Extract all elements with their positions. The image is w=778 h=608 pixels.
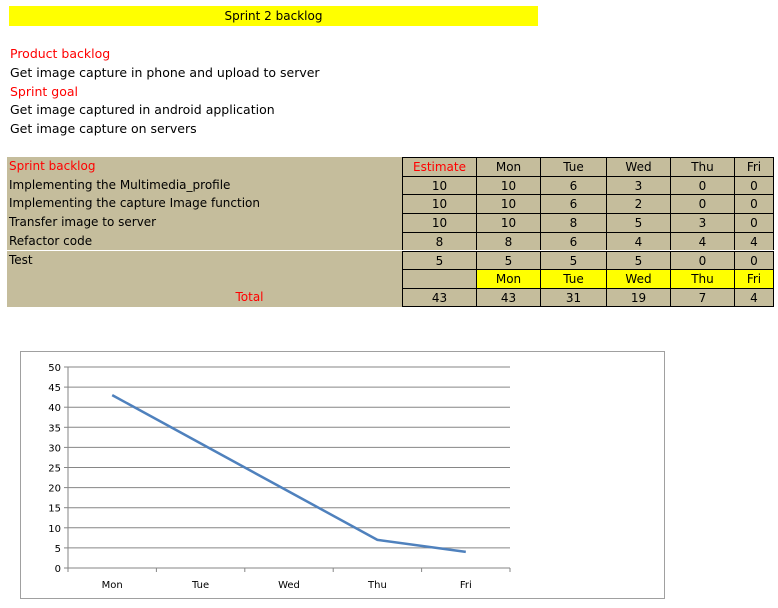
x-tick-label: Thu xyxy=(367,580,387,591)
task-remaining-mon: 10 xyxy=(476,213,540,232)
task-remaining-thu: 3 xyxy=(670,213,734,232)
task-remaining-tue: 6 xyxy=(540,175,606,195)
table-total-row: Total 43 43 31 19 7 4 xyxy=(7,287,774,307)
task-remaining-tue: 6 xyxy=(540,231,606,251)
table-header-row: Sprint backlog Estimate Mon Tue Wed Thu Fri xyxy=(7,157,774,176)
day-label-wed: Wed xyxy=(606,269,670,288)
x-tick-label: Mon xyxy=(102,580,123,591)
table-row: Transfer image to server 10 10 8 5 3 0 xyxy=(7,213,774,232)
sprint-goal-line-2: Get image capture on servers xyxy=(10,121,197,136)
task-estimate: 10 xyxy=(402,213,476,232)
estimate-header: Estimate xyxy=(402,157,476,176)
task-remaining-fri: 0 xyxy=(734,213,774,232)
day-header-mon: Mon xyxy=(476,157,540,176)
table-row: Test 5 5 5 5 0 0 xyxy=(7,250,774,270)
total-tue: 31 xyxy=(540,287,606,307)
burndown-chart: 0 5 10 15 20 25 30 35 40 45 50 Mon Tue Wed Thu Fri xyxy=(48,363,511,591)
task-remaining-mon: 8 xyxy=(476,231,540,251)
sprint-goal-heading: Sprint goal xyxy=(10,84,78,99)
task-remaining-fri: 0 xyxy=(734,175,774,195)
task-remaining-wed: 5 xyxy=(606,250,670,270)
task-remaining-thu: 0 xyxy=(670,250,734,270)
task-remaining-mon: 5 xyxy=(476,250,540,270)
task-name: Implementing the capture Image function xyxy=(7,194,402,214)
day-label-tue: Tue xyxy=(540,269,606,288)
blank-estimate-cell xyxy=(402,269,476,288)
task-estimate: 8 xyxy=(402,231,476,251)
y-tick-label: 35 xyxy=(48,423,61,434)
task-remaining-tue: 6 xyxy=(540,194,606,214)
task-remaining-mon: 10 xyxy=(476,175,540,195)
sprint-goal-line-1: Get image captured in android applicatio… xyxy=(10,102,275,117)
day-header-wed: Wed xyxy=(606,157,670,176)
task-remaining-thu: 4 xyxy=(670,231,734,251)
y-tick-label: 25 xyxy=(48,464,61,475)
x-tick-label: Wed xyxy=(278,580,300,591)
x-tick-label: Tue xyxy=(191,580,209,591)
y-tick-label: 40 xyxy=(48,403,61,414)
task-remaining-mon: 10 xyxy=(476,194,540,214)
day-label-thu: Thu xyxy=(670,269,734,288)
task-remaining-tue: 8 xyxy=(540,213,606,232)
y-tick-label: 20 xyxy=(48,484,61,495)
task-remaining-fri: 0 xyxy=(734,250,774,270)
task-name: Implementing the Multimedia_profile xyxy=(7,175,402,195)
total-thu: 7 xyxy=(670,287,734,307)
x-tick-label: Fri xyxy=(460,580,472,591)
task-remaining-thu: 0 xyxy=(670,175,734,195)
day-header-tue: Tue xyxy=(540,157,606,176)
total-wed: 19 xyxy=(606,287,670,307)
sprint-backlog-header: Sprint backlog xyxy=(7,157,402,176)
y-tick-label: 5 xyxy=(55,544,61,555)
total-fri: 4 xyxy=(734,287,774,307)
total-estimate: 43 xyxy=(402,287,476,307)
total-label: Total xyxy=(7,287,402,307)
task-estimate: 10 xyxy=(402,194,476,214)
task-remaining-fri: 4 xyxy=(734,231,774,251)
task-estimate: 5 xyxy=(402,250,476,270)
task-remaining-fri: 0 xyxy=(734,194,774,214)
burndown-series-line xyxy=(111,394,466,554)
day-header-thu: Thu xyxy=(670,157,734,176)
y-tick-label: 0 xyxy=(55,564,61,575)
task-name: Refactor code xyxy=(7,231,402,251)
product-backlog-text: Get image capture in phone and upload to… xyxy=(10,65,320,80)
day-label-mon: Mon xyxy=(476,269,540,288)
y-tick-label: 30 xyxy=(48,443,61,454)
task-remaining-wed: 3 xyxy=(606,175,670,195)
task-name: Test xyxy=(7,250,402,270)
y-tick-label: 15 xyxy=(48,504,61,515)
y-tick-label: 50 xyxy=(48,363,61,374)
task-remaining-thu: 0 xyxy=(670,194,734,214)
task-remaining-wed: 2 xyxy=(606,194,670,214)
task-remaining-wed: 5 xyxy=(606,213,670,232)
burndown-chart-frame xyxy=(20,351,665,599)
day-header-fri: Fri xyxy=(734,157,774,176)
table-row: Implementing the Multimedia_profile 10 10 6… xyxy=(7,175,774,195)
table-day-label-row: Mon Tue Wed Thu Fri xyxy=(7,269,774,288)
day-label-fri: Fri xyxy=(734,269,774,288)
blank-cell xyxy=(7,269,402,288)
y-tick-label: 10 xyxy=(48,524,61,535)
product-backlog-heading: Product backlog xyxy=(10,46,111,61)
table-row: Refactor code 8 8 6 4 4 4 xyxy=(7,231,774,251)
y-tick-label: 45 xyxy=(48,383,61,394)
task-remaining-tue: 5 xyxy=(540,250,606,270)
sheet-title: Sprint 2 backlog xyxy=(9,6,538,26)
total-mon: 43 xyxy=(476,287,540,307)
task-name: Transfer image to server xyxy=(7,213,402,232)
task-remaining-wed: 4 xyxy=(606,231,670,251)
table-row: Implementing the capture Image function 1… xyxy=(7,194,774,214)
task-estimate: 10 xyxy=(402,175,476,195)
